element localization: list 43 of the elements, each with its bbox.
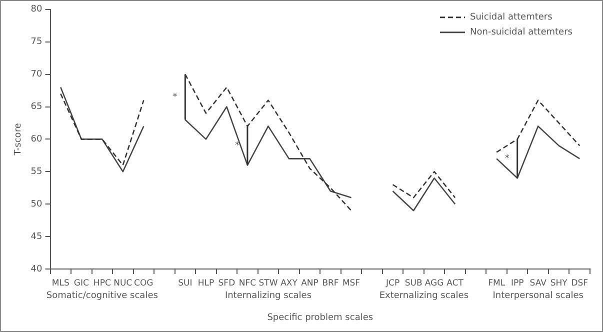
x-tick-label: NFC: [238, 278, 256, 288]
y-tick-label: 80: [30, 4, 43, 15]
x-tick-label: SUI: [178, 278, 192, 288]
x-tick-label: SHY: [550, 278, 568, 288]
y-tick-label: 40: [30, 264, 43, 274]
legend-label: Non-suicidal attemters: [470, 28, 573, 38]
x-tick-label: COG: [134, 278, 154, 288]
x-tick-label: ACT: [446, 278, 464, 288]
x-tick-label: MLS: [52, 278, 70, 288]
text: Interpersonal scales: [492, 290, 584, 301]
x-tick-label: ANP: [301, 278, 318, 288]
x-tick-label: SFD: [218, 278, 236, 288]
text: Somatic/cognitive scales: [46, 290, 158, 301]
annotation: *: [234, 141, 240, 152]
x-tick-label: DSF: [571, 278, 588, 288]
x-tick-label: AXY: [280, 278, 298, 288]
y-tick-label: 75: [30, 37, 42, 48]
y-tick-label: 55: [30, 166, 42, 177]
x-tick-label: SAV: [530, 278, 547, 288]
x-tick-label: STW: [258, 278, 278, 288]
y-tick-label: 70: [30, 70, 43, 80]
x-tick-label: BRF: [322, 278, 339, 288]
y-tick-label: 45: [30, 232, 42, 242]
x-tick-label: FML: [488, 278, 506, 288]
y-tick-label: 50: [30, 199, 43, 210]
y-tick-label: 60: [30, 134, 43, 145]
y-tick-label: 65: [30, 102, 42, 112]
x-axis-title: Specific problem scales: [267, 312, 374, 323]
annotation: *: [504, 154, 510, 164]
legend-label: Suicidal attemters: [470, 12, 553, 23]
x-tick-label: AGG: [424, 278, 444, 288]
x-tick-label: GIC: [74, 278, 89, 288]
x-tick-label: JCP: [384, 278, 400, 288]
x-tick-label: MSF: [342, 278, 360, 288]
x-tick-label: NUC: [114, 278, 132, 288]
x-tick-label: HLP: [198, 278, 214, 288]
y-axis-title: T-score: [14, 122, 24, 156]
x-tick-label: HPC: [93, 278, 111, 288]
annotation: *: [172, 92, 178, 102]
x-tick-label: SUB: [404, 278, 422, 288]
text: Externalizing scales: [379, 290, 469, 301]
text: Internalizing scales: [224, 290, 312, 301]
x-tick-label: IPP: [510, 278, 524, 288]
